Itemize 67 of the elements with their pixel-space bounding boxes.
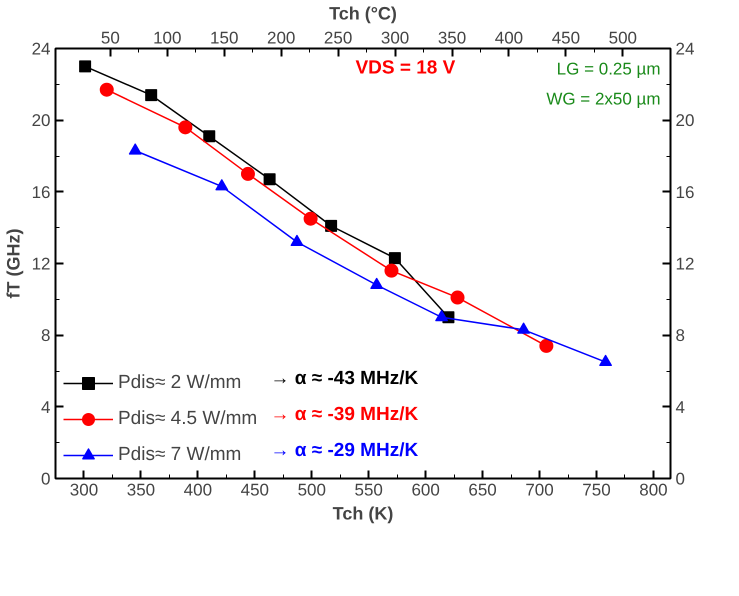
point: [203, 130, 216, 142]
y2-tick-label: 4: [676, 398, 685, 417]
legend-label: Pdis≈ 7 W/mm: [118, 443, 242, 467]
annotation: → α ≈ -29 MHz/K: [270, 440, 419, 461]
y2-tick-label: 8: [676, 326, 685, 346]
y-tick-label: 8: [41, 326, 51, 346]
x-tick-label: 500: [298, 480, 326, 500]
x2-tick-label: 200: [266, 28, 296, 48]
point: [435, 310, 448, 322]
point: [145, 89, 158, 102]
point: [215, 179, 228, 190]
point: [599, 354, 612, 366]
point: [325, 220, 338, 232]
y2-tick-label: 20: [676, 111, 694, 130]
point: [370, 278, 384, 289]
y-tick-label: 0: [41, 470, 51, 488]
point: [517, 322, 530, 334]
point: [79, 60, 92, 72]
x-tick-label: 550: [354, 480, 383, 500]
point: [240, 166, 255, 181]
x2-tick-label: 400: [494, 28, 524, 48]
annotation: → α ≈ -39 MHz/K: [270, 404, 419, 425]
point: [290, 234, 304, 246]
y-tick-label: 24: [32, 40, 51, 58]
x2-tick-label: 500: [608, 28, 638, 48]
point: [100, 82, 114, 97]
x2-tick-label: 350: [438, 28, 466, 48]
point: [264, 173, 276, 186]
x-tick-label: 350: [126, 480, 156, 500]
x2-axis-title: Tch (°C): [329, 4, 397, 24]
y-tick-label: 12: [32, 254, 51, 274]
point: [388, 252, 401, 264]
x-tick-label: 400: [184, 480, 212, 500]
point: [384, 264, 398, 278]
point: [178, 120, 192, 134]
legend-label: Pdis≈ 4.5 W/mm: [118, 407, 258, 431]
x2-tick-label: 300: [380, 28, 410, 48]
x2-tick-label: 450: [552, 28, 580, 48]
x-tick-label: 750: [582, 480, 611, 500]
x2-tick-label: 250: [324, 28, 352, 48]
x-tick-label: 800: [639, 480, 668, 500]
x2-tick-label: 150: [210, 28, 238, 48]
y2-tick-label: 0: [676, 470, 685, 488]
annotation: VDS = 18 V: [356, 58, 456, 78]
annotation: WG = 2x50 µm: [546, 90, 660, 108]
y2-tick-label: 12: [676, 254, 694, 274]
legend-label: Pdis≈ 2 W/mm: [118, 371, 242, 395]
y2-tick-label: 24: [676, 40, 694, 58]
x2-tick-label: 100: [153, 28, 182, 48]
point: [450, 290, 465, 305]
point: [128, 143, 142, 155]
x-tick-label: 600: [411, 480, 440, 500]
x2-tick-label: 50: [100, 28, 120, 48]
y-axis-title: fT (GHz): [4, 228, 24, 298]
annotation: LG = 0.25 µm: [556, 60, 661, 78]
y2-tick-label: 16: [676, 182, 694, 202]
x-axis-title: Tch (K): [332, 504, 394, 524]
y-tick-label: 20: [32, 111, 51, 130]
point: [304, 212, 318, 226]
x-tick-label: 300: [70, 480, 98, 500]
annotation: → α ≈ -43 MHz/K: [270, 368, 419, 389]
x-tick-label: 650: [468, 480, 497, 500]
point: [539, 338, 554, 353]
y-tick-label: 16: [32, 182, 51, 202]
x-tick-label: 700: [525, 480, 554, 500]
y-tick-label: 4: [41, 398, 51, 417]
x-tick-label: 450: [240, 480, 269, 500]
